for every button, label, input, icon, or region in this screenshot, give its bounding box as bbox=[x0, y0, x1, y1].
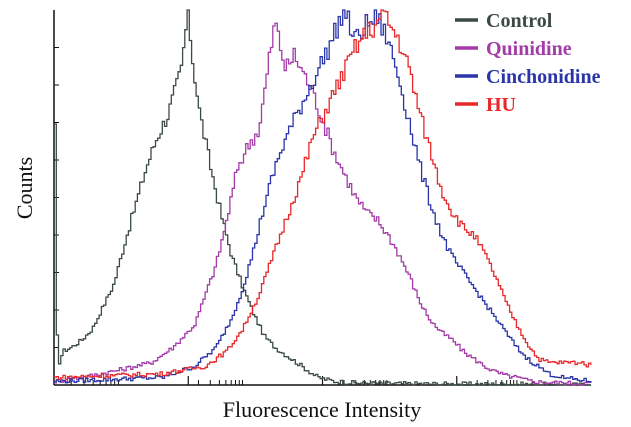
series-hu-line bbox=[54, 9, 592, 380]
legend-label-quinidine: Quinidine bbox=[486, 38, 572, 60]
legend-label-cinchonidine: Cinchonidine bbox=[486, 66, 601, 88]
legend-label-control: Control bbox=[486, 10, 553, 32]
y-axis-title: Counts bbox=[12, 157, 37, 219]
series-cinchonidine-line bbox=[54, 9, 592, 384]
x-axis-title: Fluorescence Intensity bbox=[223, 397, 422, 422]
series-lines bbox=[54, 9, 592, 386]
legend-label-hu: HU bbox=[486, 94, 516, 116]
series-control-line bbox=[54, 9, 591, 386]
legend: Control Quinidine Cinchonidine HU bbox=[455, 10, 601, 116]
